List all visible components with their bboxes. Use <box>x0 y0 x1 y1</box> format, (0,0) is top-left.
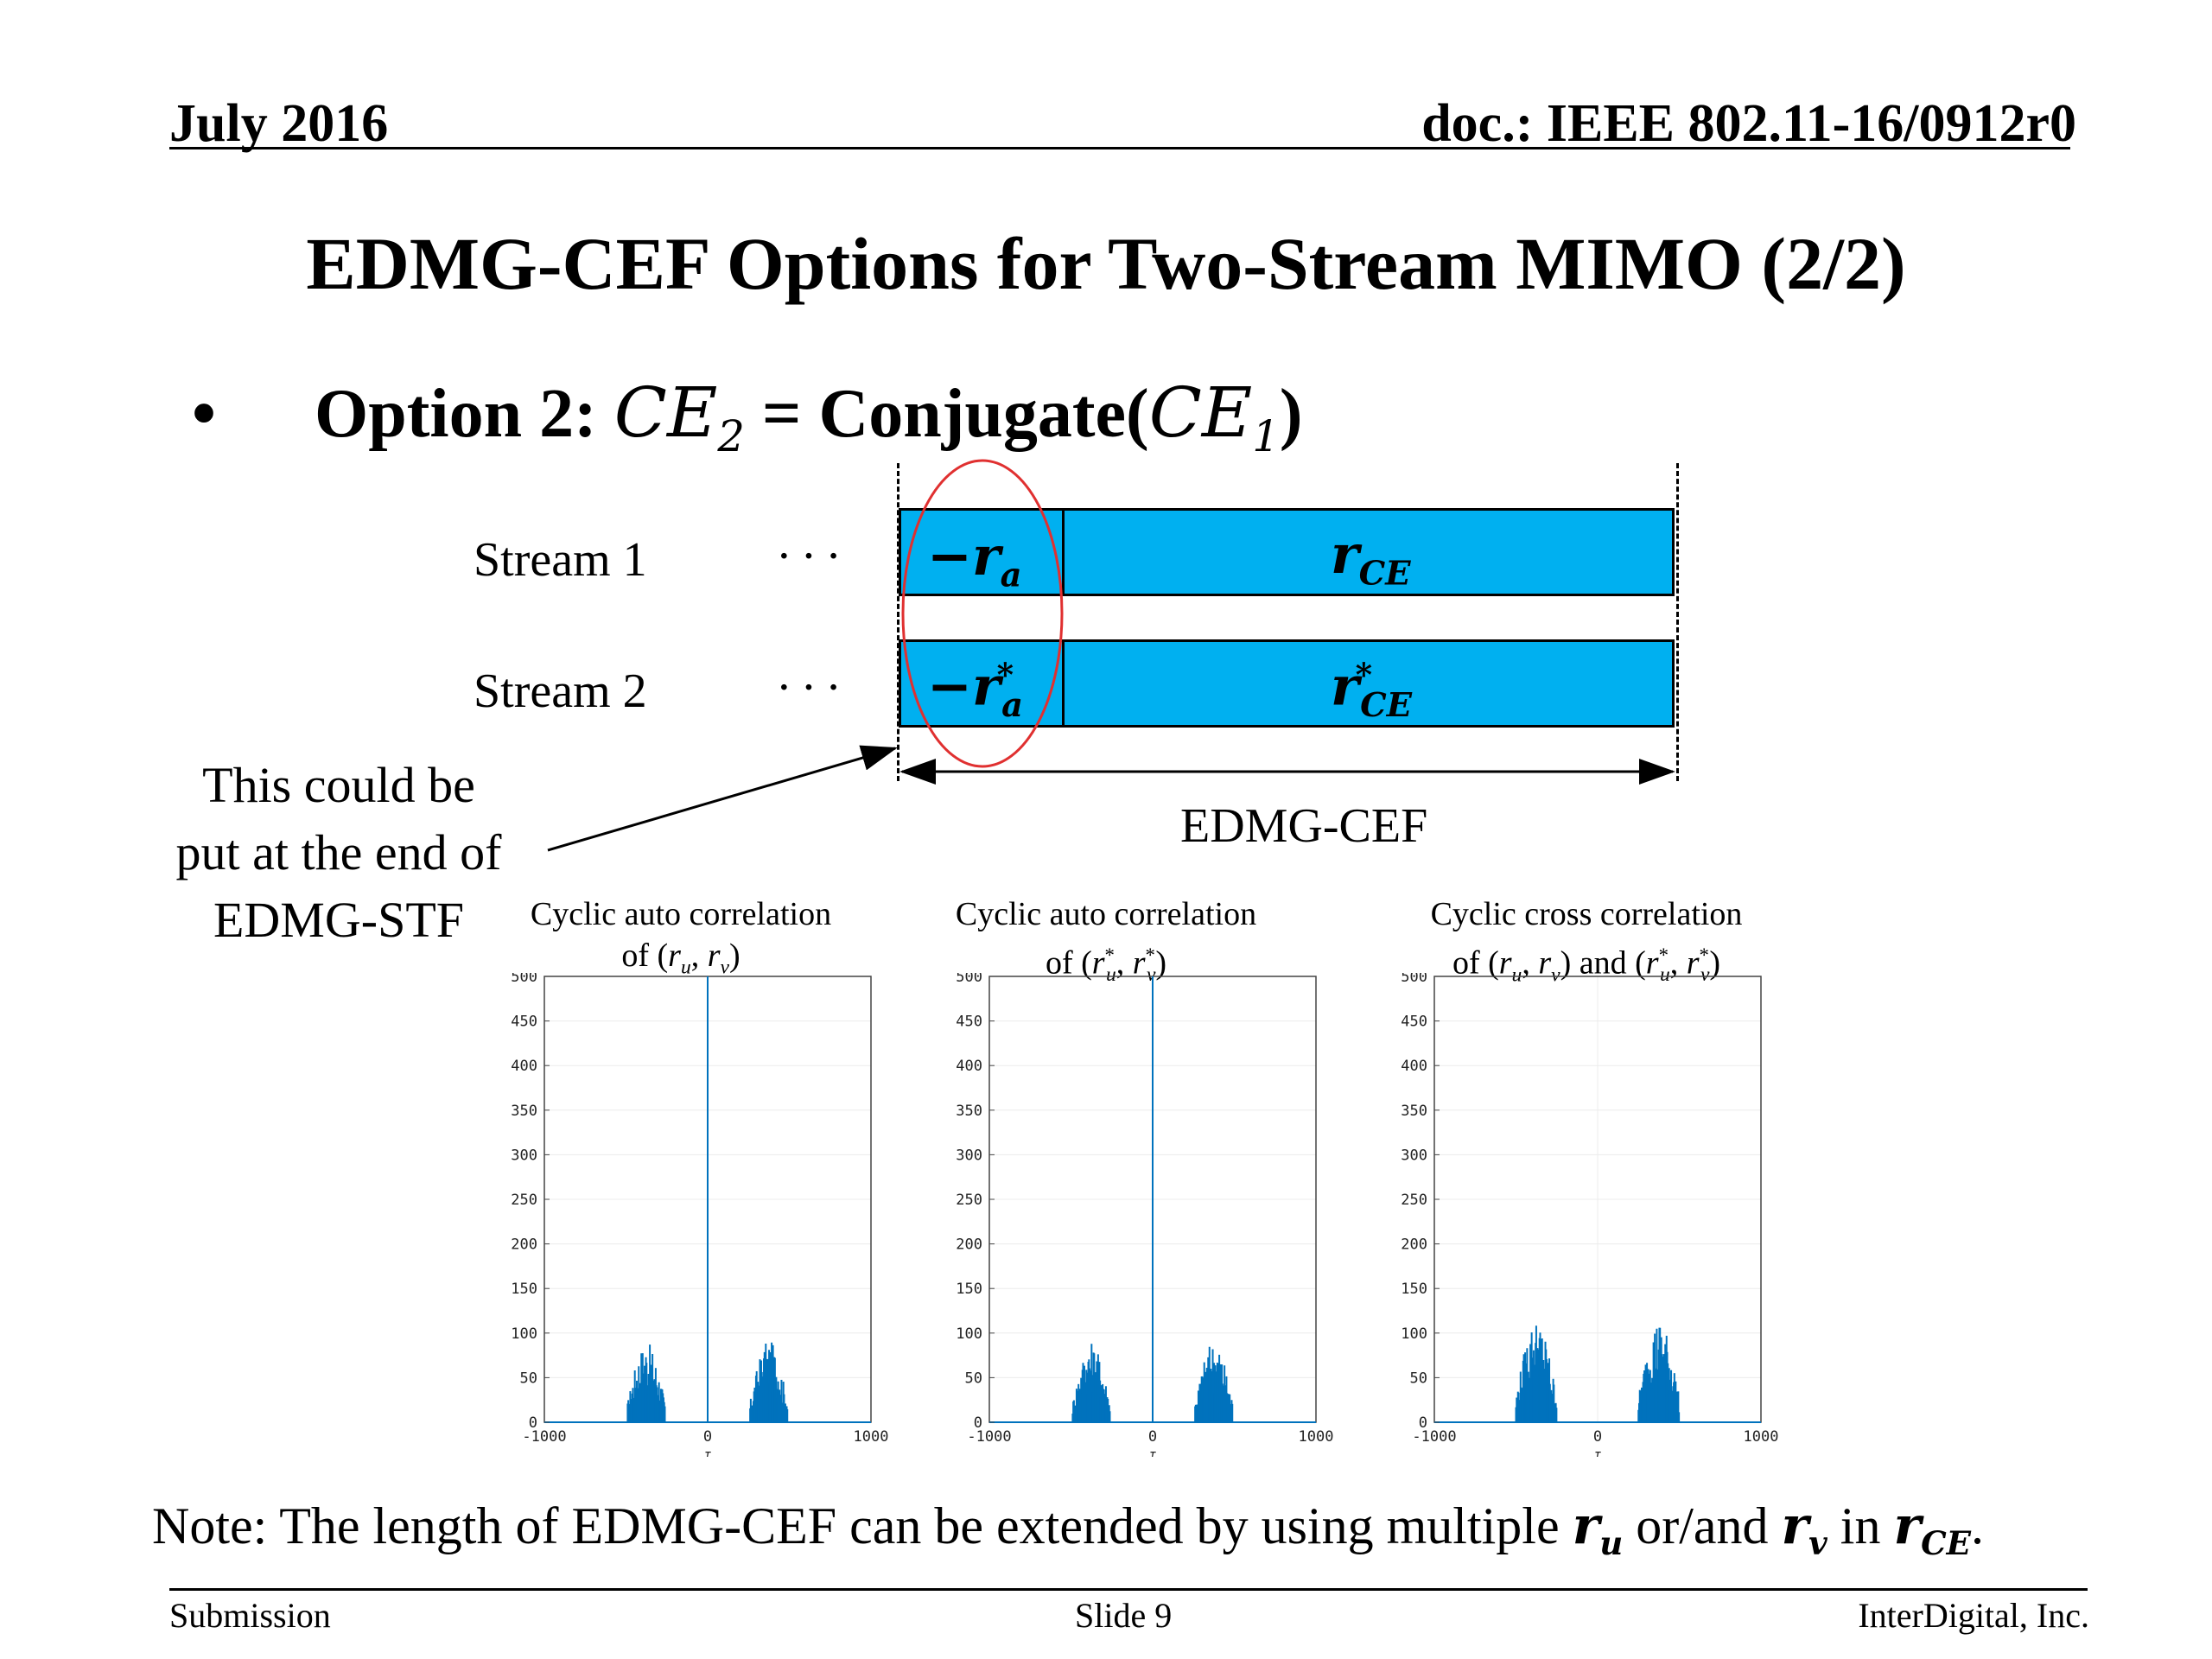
chart3-title-line2: of (ru, rv) and (r*u, r*v) <box>1452 944 1721 987</box>
y-tick-label: 350 <box>956 1103 982 1120</box>
x-axis-label: τ <box>1149 1448 1157 1457</box>
slide-title: EDMG-CEF Options for Two-Stream MIMO (2/… <box>306 222 1906 305</box>
footer-left: Submission <box>169 1596 331 1635</box>
edmg-cef-span-label: EDMG-CEF <box>1180 799 1428 853</box>
chart1-title-line1: Cyclic auto correlation <box>530 896 832 932</box>
header-doc-id: doc.: IEEE 802.11-16/0912r0 <box>1421 94 2076 153</box>
y-tick-label: 150 <box>511 1281 537 1298</box>
chart1-title-line2: of (ru, rv) <box>621 938 741 979</box>
stream1-ra-symbol: −ra <box>927 524 1022 595</box>
y-tick-label: 400 <box>1401 1058 1427 1075</box>
x-tick-label: 0 <box>1148 1428 1157 1446</box>
callout-line-2: put at the end of <box>175 824 502 880</box>
bullet-marker: • <box>192 376 217 452</box>
y-tick-label: 0 <box>1419 1414 1427 1432</box>
y-tick-label: 100 <box>511 1325 537 1343</box>
stream2-ra-conj-symbol: −r*a <box>927 654 1023 726</box>
y-tick-label: 50 <box>965 1370 982 1387</box>
stream1-ra-block: −ra <box>899 508 1065 596</box>
x-tick-label: 1000 <box>1299 1428 1334 1446</box>
y-tick-label: 500 <box>511 973 537 986</box>
stream1-ellipsis: ··· <box>776 530 850 583</box>
ce1-symbol: CE1 <box>1148 372 1280 461</box>
x-tick-label: 0 <box>703 1428 712 1446</box>
chart2-title-line2: of (r*u, r*v) <box>1045 944 1167 987</box>
cef-right-boundary <box>1676 463 1679 781</box>
stream2-rce-conj-block: r*CE <box>1062 639 1675 728</box>
rv-symbol: rv <box>1781 1496 1827 1562</box>
y-tick-label: 0 <box>974 1414 982 1432</box>
stream2-label: Stream 2 <box>474 664 647 718</box>
option-bullet: • Option 2: CE2 = Conjugate(CE1) <box>192 372 1303 461</box>
y-tick-label: 50 <box>1410 1370 1427 1387</box>
y-tick-label: 100 <box>1401 1325 1427 1343</box>
cef-left-boundary <box>897 463 899 781</box>
y-tick-label: 250 <box>511 1192 537 1209</box>
y-tick-label: 300 <box>956 1147 982 1164</box>
y-tick-label: 450 <box>511 1014 537 1031</box>
y-tick-label: 200 <box>511 1236 537 1254</box>
note-text: Note: The length of EDMG-CEF can be exte… <box>152 1496 1985 1562</box>
y-tick-label: 150 <box>956 1281 982 1298</box>
footer-slide-number: Slide 9 <box>1075 1596 1173 1635</box>
chart2-title-line1: Cyclic auto correlation <box>955 896 1257 932</box>
x-tick-label: 1000 <box>1744 1428 1779 1446</box>
callout-text: This could be put at the end of EDMG-STF <box>123 752 555 954</box>
ru-symbol: ru <box>1572 1496 1624 1562</box>
y-tick-label: 350 <box>511 1103 537 1120</box>
callout-line-3: EDMG-STF <box>213 892 465 948</box>
y-tick-label: 400 <box>511 1058 537 1075</box>
y-tick-label: 100 <box>956 1325 982 1343</box>
stream1-label: Stream 1 <box>474 533 647 587</box>
x-tick-label: -1000 <box>1412 1428 1456 1446</box>
y-tick-label: 200 <box>1401 1236 1427 1254</box>
x-tick-label: 0 <box>1593 1428 1602 1446</box>
stream1-rce-symbol: rCE <box>1331 523 1411 594</box>
x-tick-label: 1000 <box>854 1428 889 1446</box>
x-tick-label: -1000 <box>967 1428 1011 1446</box>
footer-rule <box>169 1588 2088 1591</box>
y-tick-label: 450 <box>1401 1014 1427 1031</box>
bullet-prefix: Option 2: <box>315 376 614 452</box>
callout-arrow <box>547 745 898 852</box>
x-axis-label: τ <box>1594 1448 1602 1457</box>
bullet-eq: = Conjugate( <box>744 376 1149 452</box>
stream1-rce-block: rCE <box>1062 508 1675 596</box>
callout-line-1: This could be <box>202 757 475 813</box>
y-tick-label: 300 <box>511 1147 537 1164</box>
y-tick-label: 250 <box>956 1192 982 1209</box>
y-tick-label: 350 <box>1401 1103 1427 1120</box>
chart1-title: Cyclic auto correlation of (ru, rv) <box>508 893 854 988</box>
chart3-title: Cyclic cross correlation of (ru, rv) and… <box>1396 893 1777 995</box>
y-tick-label: 250 <box>1401 1192 1427 1209</box>
rce-symbol: rCE <box>1893 1496 1972 1562</box>
header-rule <box>169 147 2070 149</box>
x-tick-label: -1000 <box>522 1428 566 1446</box>
y-tick-label: 500 <box>1401 973 1427 986</box>
stream2-rce-conj-symbol: r*CE <box>1331 654 1412 726</box>
highlight-ellipse <box>901 459 1064 768</box>
chart3-title-line1: Cyclic cross correlation <box>1430 896 1743 932</box>
y-tick-label: 0 <box>529 1414 537 1432</box>
stream2-ellipsis: ··· <box>776 661 850 715</box>
y-tick-label: 500 <box>956 973 982 986</box>
y-tick-label: 300 <box>1401 1147 1427 1164</box>
y-tick-label: 200 <box>956 1236 982 1254</box>
y-tick-label: 450 <box>956 1014 982 1031</box>
footer-right: InterDigital, Inc. <box>1858 1596 2089 1635</box>
y-tick-label: 150 <box>1401 1281 1427 1298</box>
header-date: July 2016 <box>169 94 389 153</box>
y-tick-label: 400 <box>956 1058 982 1075</box>
chart2-title: Cyclic auto correlation of (r*u, r*v) <box>933 893 1279 995</box>
x-axis-label: τ <box>704 1448 712 1457</box>
y-tick-label: 50 <box>520 1370 537 1387</box>
ce2-symbol: CE2 <box>613 372 745 461</box>
